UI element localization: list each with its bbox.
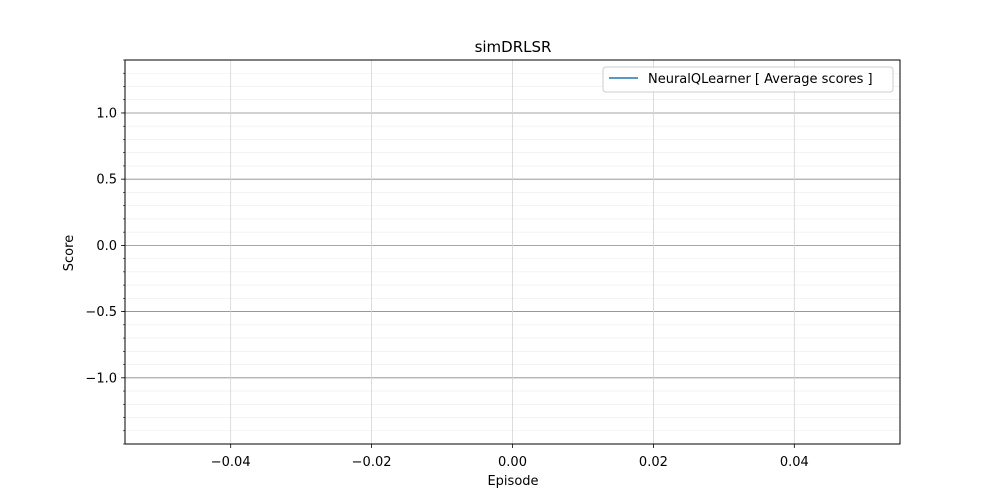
x-tick-label: 0.00 bbox=[498, 455, 527, 470]
x-tick-label: −0.02 bbox=[352, 455, 392, 470]
axis-ticks: 1.0 0.5 0.0 −0.5 −1.0 −0.04 −0.02 0.00 0.02 0.04 bbox=[85, 59, 809, 470]
y-axis-label: Score bbox=[62, 235, 77, 271]
y-tick-label: 0.0 bbox=[96, 239, 117, 254]
x-tick-label: −0.04 bbox=[211, 455, 251, 470]
x-axis-label: Episode bbox=[487, 474, 538, 489]
grid bbox=[125, 59, 900, 445]
legend: NeuralQLearner [ Average scores ] bbox=[602, 66, 894, 93]
y-tick-label: −0.5 bbox=[85, 305, 117, 320]
x-tick-label: 0.04 bbox=[780, 455, 809, 470]
legend-label: NeuralQLearner [ Average scores ] bbox=[648, 72, 873, 87]
legend-box bbox=[602, 66, 894, 93]
x-tick-label: 0.02 bbox=[639, 455, 668, 470]
chart-title: simDRLSR bbox=[475, 38, 552, 56]
y-tick-label: 1.0 bbox=[96, 106, 117, 121]
y-tick-label: −1.0 bbox=[85, 371, 117, 386]
y-tick-label: 0.5 bbox=[96, 173, 117, 188]
